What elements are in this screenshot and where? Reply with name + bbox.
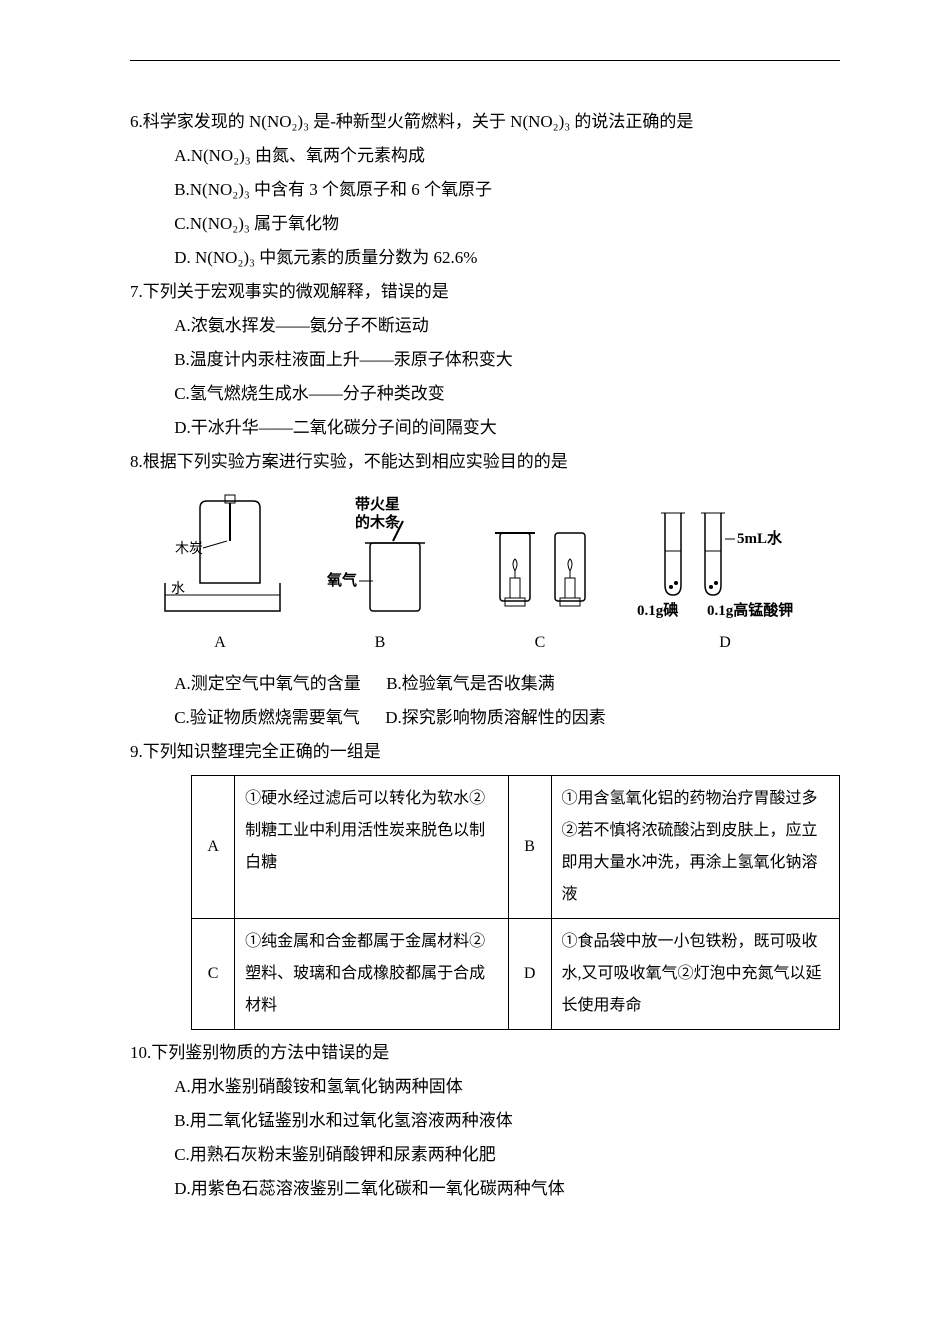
figA-water-label: 水 xyxy=(171,581,185,597)
q8-figD-svg: 5mL水 0.1g碘 0.1g高锰酸钾 xyxy=(635,493,815,623)
q8-figA-svg: 木炭 水 xyxy=(155,493,285,623)
q8-figure-a: 木炭 水 A xyxy=(155,493,285,659)
q8-figB-svg: 带火星 的木条 氧气 xyxy=(315,493,445,623)
figD-left: 0.1g碘 xyxy=(637,601,678,619)
top-rule xyxy=(130,60,840,61)
question-8: 8.根据下列实验方案进行实验，不能达到相应实验目的的是 xyxy=(130,445,840,735)
q8-figure-d: 5mL水 0.1g碘 0.1g高锰酸钾 D xyxy=(635,493,815,659)
figD-top: 5mL水 xyxy=(737,529,783,547)
q9-label-b: B xyxy=(508,776,551,919)
q7-option-d: D.干冰升华——二氧化碳分子间的间隔变大 xyxy=(130,411,840,445)
question-7: 7.下列关于宏观事实的微观解释，错误的是 A.浓氨水挥发——氨分子不断运动 B.… xyxy=(130,275,840,445)
q10-stem: 10.下列鉴别物质的方法中错误的是 xyxy=(130,1036,840,1070)
q10-option-c: C.用熟石灰粉末鉴别硝酸钾和尿素两种化肥 xyxy=(130,1138,840,1172)
q8-figure-row: 木炭 水 A 带火星 的木条 氧气 B xyxy=(130,493,840,659)
q9-cell-b: ①用含氢氧化铝的药物治疗胃酸过多②若不慎将浓硫酸沾到皮肤上，应立即用大量水冲洗，… xyxy=(551,776,839,919)
q8-option-c: C.验证物质燃烧需要氧气 xyxy=(174,701,360,735)
figB-gas: 氧气 xyxy=(326,571,357,589)
q6-option-c: C.N(NO₂)₃ 属于氧化物 xyxy=(130,207,840,241)
question-10: 10.下列鉴别物质的方法中错误的是 A.用水鉴别硝酸铵和氢氧化钠两种固体 B.用… xyxy=(130,1036,840,1206)
question-9: 9.下列知识整理完全正确的一组是 A ①硬水经过滤后可以转化为软水②制糖工业中利… xyxy=(130,735,840,1030)
table-row: A ①硬水经过滤后可以转化为软水②制糖工业中利用活性炭来脱色以制白糖 B ①用含… xyxy=(192,776,840,919)
q9-cell-d: ①食品袋中放一小包铁粉，既可吸收水,又可吸收氧气②灯泡中充氮气以延长使用寿命 xyxy=(551,919,839,1030)
q7-stem: 7.下列关于宏观事实的微观解释，错误的是 xyxy=(130,275,840,309)
figB-stick: 的木条 xyxy=(355,513,401,531)
q10-option-a: A.用水鉴别硝酸铵和氢氧化钠两种固体 xyxy=(130,1070,840,1104)
q8-figure-c: C xyxy=(475,493,605,659)
q8-stem: 8.根据下列实验方案进行实验，不能达到相应实验目的的是 xyxy=(130,445,840,479)
q9-table: A ①硬水经过滤后可以转化为软水②制糖工业中利用活性炭来脱色以制白糖 B ①用含… xyxy=(191,775,840,1030)
q6-option-a: A.N(NO₂)₃ 由氮、氧两个元素构成 xyxy=(130,139,840,173)
q7-option-c: C.氢气燃烧生成水——分子种类改变 xyxy=(130,377,840,411)
q8-figB-caption: B xyxy=(315,627,445,659)
q7-option-a: A.浓氨水挥发——氨分子不断运动 xyxy=(130,309,840,343)
q7-option-b: B.温度计内汞柱液面上升——汞原子体积变大 xyxy=(130,343,840,377)
q9-cell-c: ①纯金属和合金都属于金属材料②塑料、玻璃和合成橡胶都属于合成材料 xyxy=(235,919,509,1030)
q9-stem: 9.下列知识整理完全正确的一组是 xyxy=(130,735,840,769)
q8-options-row2: C.验证物质燃烧需要氧气 D.探究影响物质溶解性的因素 xyxy=(130,701,840,735)
q8-figD-caption: D xyxy=(635,627,815,659)
figD-right: 0.1g高锰酸钾 xyxy=(707,601,793,619)
figB-spark: 带火星 xyxy=(355,496,400,513)
q9-label-d: D xyxy=(508,919,551,1030)
question-6: 6.科学家发现的 N(NO₂)₃ 是-种新型火箭燃料，关于 N(NO₂)₃ 的说… xyxy=(130,105,840,275)
q8-option-d: D.探究影响物质溶解性的因素 xyxy=(385,701,606,735)
q10-option-b: B.用二氧化锰鉴别水和过氧化氢溶液两种液体 xyxy=(130,1104,840,1138)
q8-figC-svg xyxy=(475,493,605,623)
q8-figC-caption: C xyxy=(475,627,605,659)
q9-label-a: A xyxy=(192,776,235,919)
q9-label-c: C xyxy=(192,919,235,1030)
q10-option-d: D.用紫色石蕊溶液鉴别二氧化碳和一氧化碳两种气体 xyxy=(130,1172,840,1206)
q6-option-b: B.N(NO₂)₃ 中含有 3 个氮原子和 6 个氧原子 xyxy=(130,173,840,207)
q8-option-a: A.测定空气中氧气的含量 xyxy=(174,667,361,701)
figA-wood-label: 木炭 xyxy=(175,541,203,557)
q8-figA-caption: A xyxy=(155,627,285,659)
q6-stem: 6.科学家发现的 N(NO₂)₃ 是-种新型火箭燃料，关于 N(NO₂)₃ 的说… xyxy=(130,105,840,139)
q9-cell-a: ①硬水经过滤后可以转化为软水②制糖工业中利用活性炭来脱色以制白糖 xyxy=(235,776,509,919)
q8-option-b: B.检验氧气是否收集满 xyxy=(386,667,555,701)
q8-options-row1: A.测定空气中氧气的含量 B.检验氧气是否收集满 xyxy=(130,667,840,701)
page: 6.科学家发现的 N(NO₂)₃ 是-种新型火箭燃料，关于 N(NO₂)₃ 的说… xyxy=(0,0,950,1246)
q6-option-d: D. N(NO₂)₃ 中氮元素的质量分数为 62.6% xyxy=(130,241,840,275)
q8-figure-b: 带火星 的木条 氧气 B xyxy=(315,493,445,659)
table-row: C ①纯金属和合金都属于金属材料②塑料、玻璃和合成橡胶都属于合成材料 D ①食品… xyxy=(192,919,840,1030)
